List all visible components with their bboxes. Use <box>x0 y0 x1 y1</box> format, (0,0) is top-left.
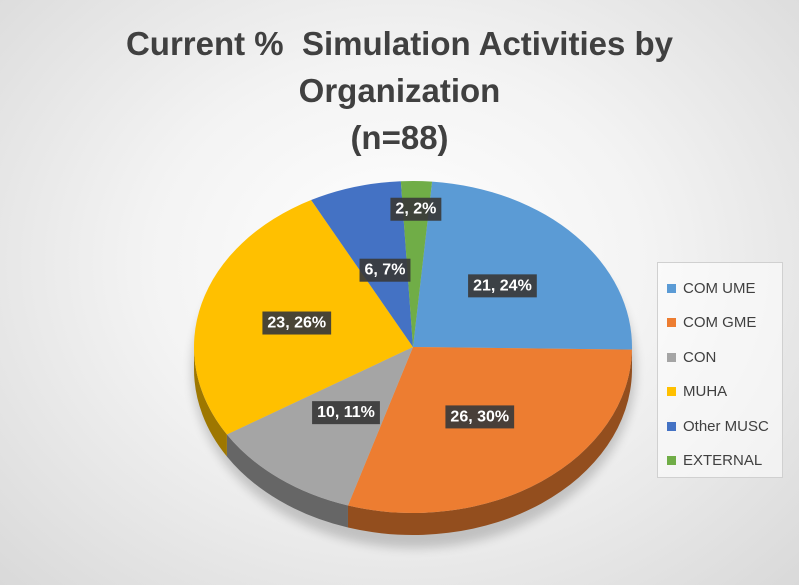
data-label: 6, 7% <box>359 258 411 282</box>
pie-slice-external <box>400 180 433 347</box>
legend-swatch <box>667 421 676 431</box>
legend-label: COM GME <box>683 314 757 332</box>
data-label-text: 6, 7% <box>365 262 406 279</box>
chart-title: Current % Simulation Activities by Organ… <box>0 20 799 161</box>
data-label-text: 2, 2% <box>395 201 436 218</box>
data-label-text: 26, 30% <box>450 408 509 425</box>
pie-top-group <box>193 180 632 513</box>
pie-slice-con <box>226 347 413 506</box>
legend-item-muha: MUHA <box>658 375 782 410</box>
data-label: 10, 11% <box>312 401 380 425</box>
legend-item-com-ume: COM UME <box>658 271 782 306</box>
legend-swatch <box>667 283 676 293</box>
chart-title-line-1: Current % Simulation Activities by <box>125 25 674 62</box>
pie-slice-side <box>226 434 348 528</box>
data-label-box <box>359 258 411 282</box>
data-label: 2, 2% <box>390 197 442 221</box>
legend-swatch <box>667 318 676 328</box>
pie-slice-com-ume <box>413 181 632 350</box>
legend-swatch <box>667 352 676 362</box>
legend-label: CON <box>683 348 717 366</box>
pie-slice-com-gme <box>347 347 632 513</box>
chart-title-line-2: Organization <box>298 72 501 109</box>
data-label: 21, 24% <box>468 274 537 298</box>
legend-label: MUHA <box>683 383 728 401</box>
pie-depth-group <box>194 347 632 535</box>
legend: COM UME COM GME CON MUHA Other MUSC EXTE… <box>657 262 783 478</box>
data-label-box <box>468 274 537 298</box>
data-label-text: 10, 11% <box>317 404 375 421</box>
data-label-text: 21, 24% <box>473 277 532 294</box>
legend-swatch <box>667 456 676 466</box>
data-label: 26, 30% <box>445 405 515 429</box>
data-label-text: 23, 26% <box>267 315 326 332</box>
pie-slice-side <box>347 349 632 535</box>
legend-item-other-musc: Other MUSC <box>658 409 782 444</box>
legend-item-external: EXTERNAL <box>658 444 782 479</box>
legend-label: Other MUSC <box>683 417 769 435</box>
data-label: 23, 26% <box>262 311 332 335</box>
legend-label: EXTERNAL <box>683 452 763 470</box>
legend-item-con: CON <box>658 340 782 375</box>
data-label-box <box>390 197 442 221</box>
legend-swatch <box>667 387 676 397</box>
data-label-box <box>312 401 380 425</box>
pie-slice-side <box>194 347 227 457</box>
legend-item-com-gme: COM GME <box>658 306 782 341</box>
data-label-box <box>262 311 332 335</box>
data-label-box <box>445 405 515 429</box>
pie-labels-group: 21, 24% 26, 30% 10, 11% 23, 26% 6, 7% 2, 2% <box>262 197 537 429</box>
chart-title-line-3: (n=88) <box>350 119 449 156</box>
legend-label: COM UME <box>683 279 756 297</box>
